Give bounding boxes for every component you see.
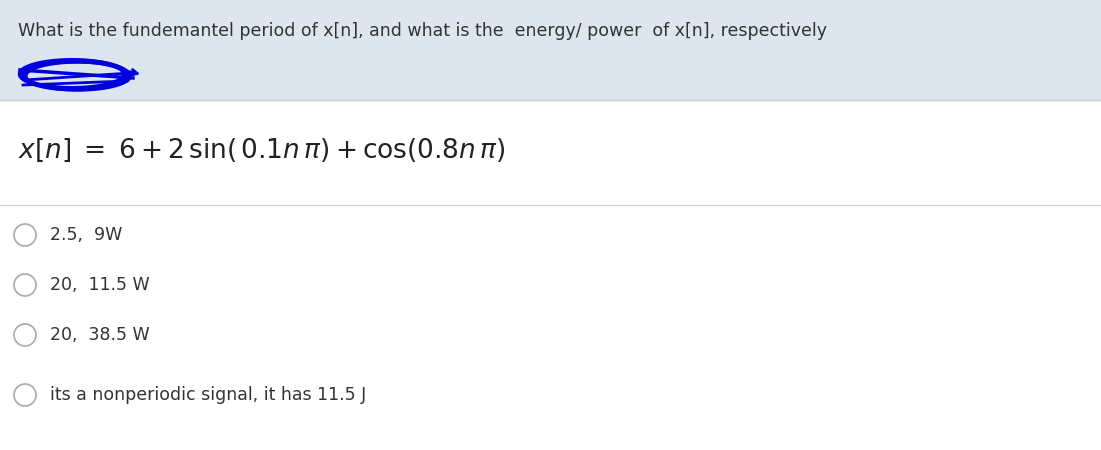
Text: its a nonperiodic signal, it has 11.5 J: its a nonperiodic signal, it has 11.5 J	[50, 386, 367, 404]
Bar	[0, 0, 1101, 100]
Text: 2.5,  9W: 2.5, 9W	[50, 226, 122, 244]
Text: 20,  11.5 W: 20, 11.5 W	[50, 276, 150, 294]
Text: What is the fundemantel period of x[n], and what is the  energy/ power  of x[n],: What is the fundemantel period of x[n], …	[18, 22, 827, 40]
Text: 20,  38.5 W: 20, 38.5 W	[50, 326, 150, 344]
Text: $x[n]\;=\;6+2\,\mathrm{sin}(\,0.1n\,\pi)+\cos(0.8n\,\pi)$: $x[n]\;=\;6+2\,\mathrm{sin}(\,0.1n\,\pi)…	[18, 136, 505, 163]
